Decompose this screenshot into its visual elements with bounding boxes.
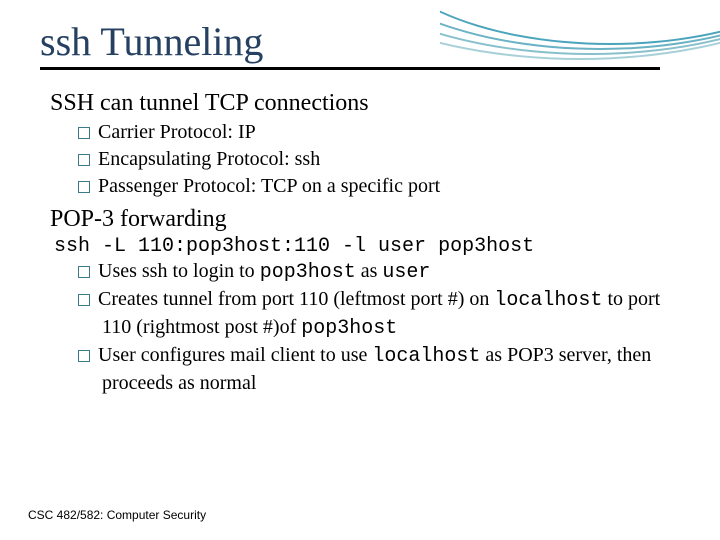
square-bullet-icon [78, 266, 90, 278]
code-text: localhost [494, 289, 602, 312]
list-item: Uses ssh to login to pop3host as user [78, 258, 680, 286]
item-text: Encapsulating Protocol: ssh [98, 148, 320, 170]
item-text: Passenger Protocol: TCP on a specific po… [98, 175, 440, 197]
section2-list: Uses ssh to login to pop3host as user Cr… [50, 258, 680, 397]
slide-footer: CSC 482/582: Computer Security [28, 508, 206, 522]
slide-content: SSH can tunnel TCP connections Carrier P… [40, 78, 680, 397]
list-item: Encapsulating Protocol: ssh [78, 146, 680, 173]
list-item: User configures mail client to use local… [78, 342, 680, 397]
list-item: Passenger Protocol: TCP on a specific po… [78, 173, 680, 200]
square-bullet-icon [78, 127, 90, 139]
square-bullet-icon [78, 294, 90, 306]
section2-heading: POP-3 forwarding [50, 206, 680, 233]
code-text: pop3host [260, 261, 356, 284]
code-text: pop3host [301, 317, 397, 340]
square-bullet-icon [78, 154, 90, 166]
item-text-pre: Creates tunnel from port 110 (leftmost p… [98, 288, 494, 310]
item-text: Carrier Protocol: IP [98, 121, 256, 143]
list-item: Creates tunnel from port 110 (leftmost p… [78, 286, 680, 342]
code-text: user [382, 261, 430, 284]
slide: ssh Tunneling SSH can tunnel TCP connect… [0, 0, 720, 397]
square-bullet-icon [78, 350, 90, 362]
item-text-mid: as [356, 260, 383, 282]
section1-heading: SSH can tunnel TCP connections [50, 90, 680, 117]
ssh-command: ssh -L 110:pop3host:110 -l user pop3host [50, 235, 680, 258]
square-bullet-icon [78, 181, 90, 193]
section1-list: Carrier Protocol: IP Encapsulating Proto… [50, 119, 680, 200]
item-text-pre: Uses ssh to login to [98, 260, 260, 282]
code-text: localhost [372, 345, 480, 368]
list-item: Carrier Protocol: IP [78, 119, 680, 146]
slide-title: ssh Tunneling [40, 18, 660, 70]
item-text-pre: User configures mail client to use [98, 344, 372, 366]
